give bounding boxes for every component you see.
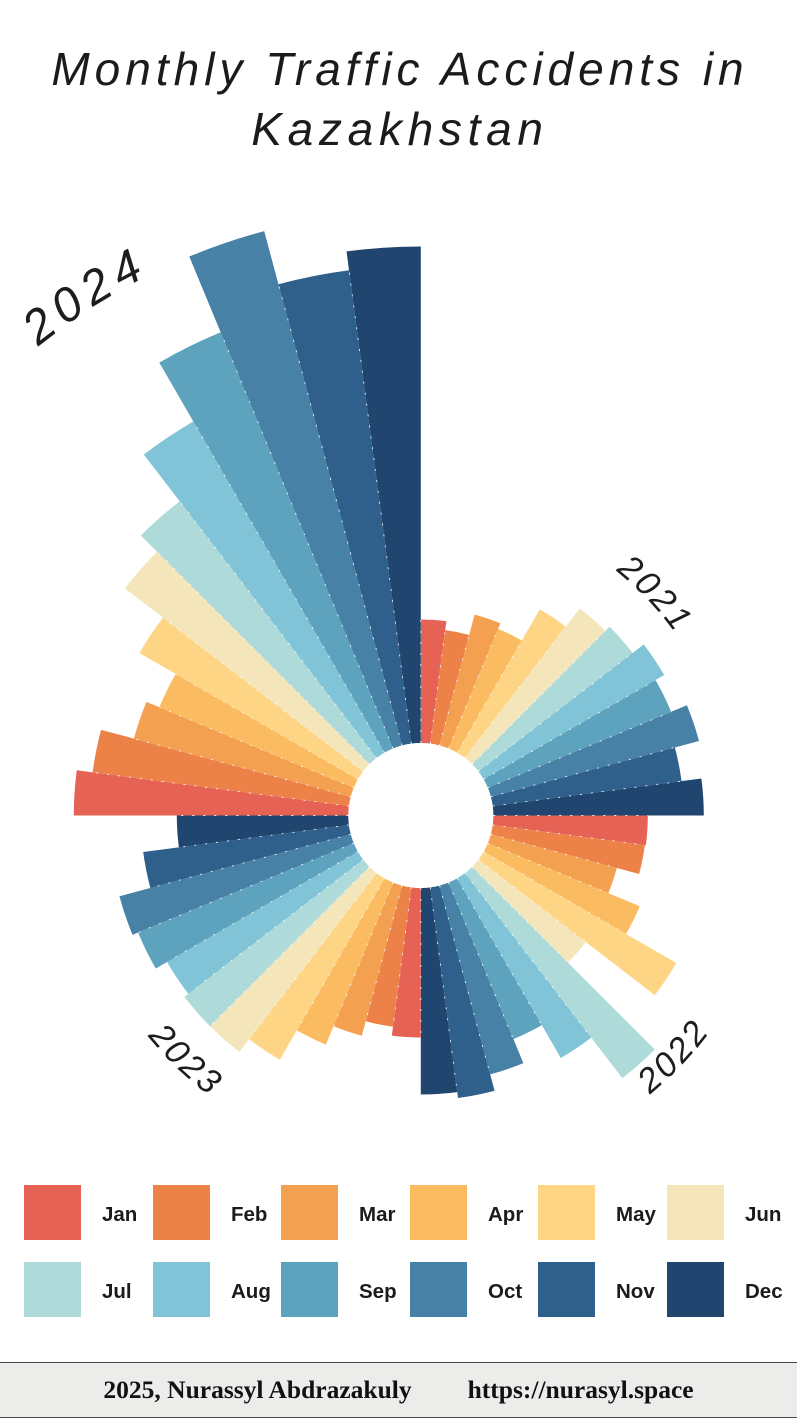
svg-text:2021: 2021 xyxy=(610,547,701,640)
svg-text:2024: 2024 xyxy=(12,236,157,355)
